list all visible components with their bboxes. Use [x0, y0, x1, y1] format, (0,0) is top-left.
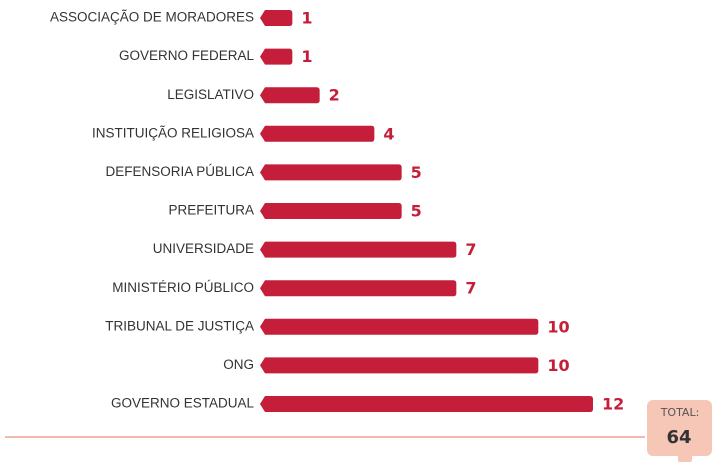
category-label: PREFEITURA [168, 203, 254, 218]
value-label: 2 [329, 86, 340, 105]
category-label: LEGISLATIVO [167, 87, 254, 102]
category-label: GOVERNO FEDERAL [119, 48, 255, 63]
bar [260, 357, 539, 374]
total-box [647, 400, 712, 456]
value-label: 1 [301, 9, 312, 28]
value-label: 10 [547, 317, 569, 336]
bar [260, 318, 539, 335]
bar [260, 10, 293, 26]
bar [260, 87, 320, 104]
bar [260, 203, 402, 219]
category-label: GOVERNO ESTADUAL [111, 396, 255, 411]
value-label: 5 [411, 163, 422, 182]
value-label: 10 [547, 356, 569, 375]
category-label: TRIBUNAL DE JUSTIÇA [105, 318, 254, 333]
bar [260, 241, 457, 258]
bar [260, 396, 593, 412]
bar [260, 125, 375, 142]
category-label: DEFENSORIA PÚBLICA [105, 164, 254, 179]
bar [260, 280, 457, 297]
value-label: 5 [411, 202, 422, 221]
category-label: ASSOCIAÇÃO DE MORADORES [50, 10, 254, 25]
total-label: TOTAL: [660, 406, 700, 419]
value-label: 7 [465, 279, 476, 298]
value-label: 12 [602, 395, 624, 414]
bar [260, 48, 293, 65]
total-value: 64 [666, 427, 691, 448]
value-label: 1 [301, 47, 312, 66]
value-label: 4 [383, 124, 394, 143]
category-label: MINISTÉRIO PÚBLICO [112, 280, 254, 295]
bar [260, 164, 402, 181]
value-label: 7 [465, 240, 476, 259]
total-tab [678, 452, 692, 462]
category-label: INSTITUIÇÃO RELIGIOSA [92, 125, 254, 140]
category-label: ONG [223, 357, 254, 372]
category-label: UNIVERSIDADE [153, 241, 254, 256]
